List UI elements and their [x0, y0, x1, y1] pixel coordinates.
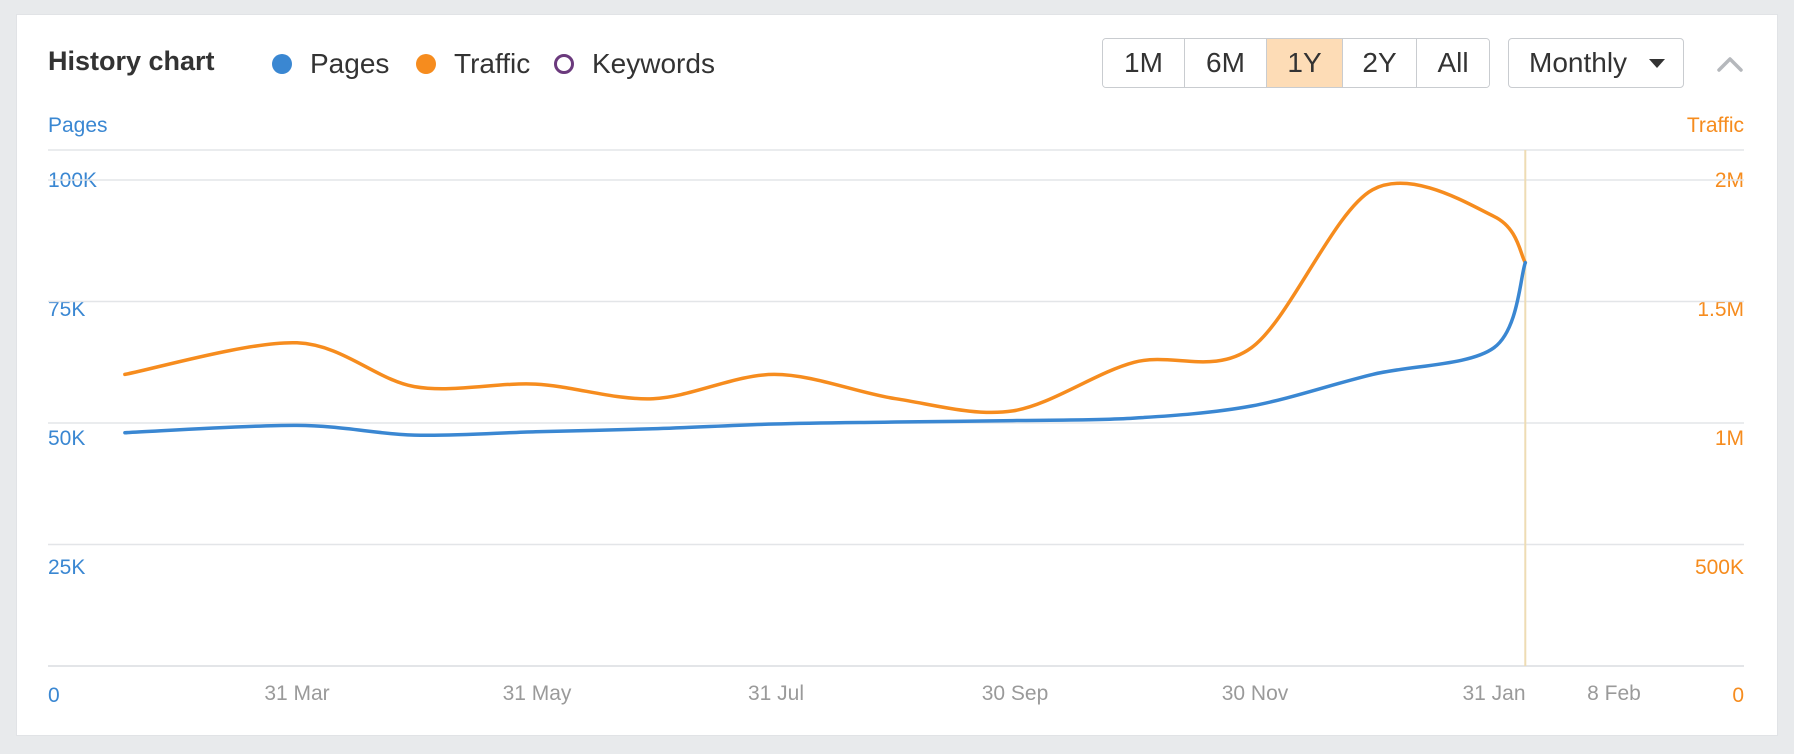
chevron-up-icon	[1717, 57, 1743, 72]
left-tick-75k: 75K	[48, 298, 86, 321]
range-6m-button[interactable]: 6M	[1185, 39, 1267, 87]
x-tick-30-nov: 30 Nov	[1221, 682, 1289, 705]
x-tick-31-jan: 31 Jan	[1462, 682, 1526, 705]
x-tick-31-jul: 31 Jul	[747, 682, 805, 705]
x-tick-8-feb: 8 Feb	[1587, 682, 1641, 705]
left-tick-25k: 25K	[48, 556, 86, 579]
series-line-pages[interactable]	[123, 260, 1528, 438]
right-axis-title: Traffic	[1686, 114, 1744, 137]
legend-pages[interactable]: Pages	[272, 47, 389, 81]
left-tick-50k: 50K	[48, 427, 86, 450]
x-tick-31-may: 31 May	[502, 682, 572, 705]
left-tick-0: 0	[48, 684, 60, 707]
range-1m-button[interactable]: 1M	[1103, 39, 1185, 87]
chart-title: History chart	[48, 46, 215, 76]
range-selector: 1M 6M 1Y 2Y All	[1102, 38, 1490, 88]
range-2y-button[interactable]: 2Y	[1343, 39, 1417, 87]
right-tick-1-5m: 1.5M	[1697, 298, 1744, 321]
interval-select[interactable]: Monthly	[1508, 38, 1684, 88]
legend-traffic-label: Traffic	[454, 48, 531, 79]
left-axis-title: Pages	[48, 114, 108, 137]
legend-keywords-label: Keywords	[592, 48, 715, 79]
x-tick-31-mar: 31 Mar	[264, 682, 330, 705]
range-all-button[interactable]: All	[1417, 39, 1489, 87]
interval-select-value: Monthly	[1529, 47, 1628, 78]
pages-dot-icon	[272, 54, 292, 74]
range-1y-button[interactable]: 1Y	[1267, 39, 1343, 87]
series-line-traffic[interactable]	[123, 181, 1528, 415]
caret-down-icon	[1649, 59, 1665, 68]
keywords-ring-icon	[554, 54, 574, 74]
legend-traffic[interactable]: Traffic	[416, 47, 530, 81]
legend-keywords[interactable]: Keywords	[554, 47, 715, 81]
legend-pages-label: Pages	[310, 48, 390, 79]
right-tick-1m: 1M	[1714, 427, 1744, 450]
right-tick-0: 0	[1732, 684, 1744, 707]
right-tick-500k: 500K	[1694, 556, 1744, 579]
history-chart-card	[16, 14, 1778, 736]
collapse-button[interactable]	[1712, 46, 1748, 82]
traffic-dot-icon	[416, 54, 436, 74]
x-tick-30-sep: 30 Sep	[981, 682, 1049, 705]
